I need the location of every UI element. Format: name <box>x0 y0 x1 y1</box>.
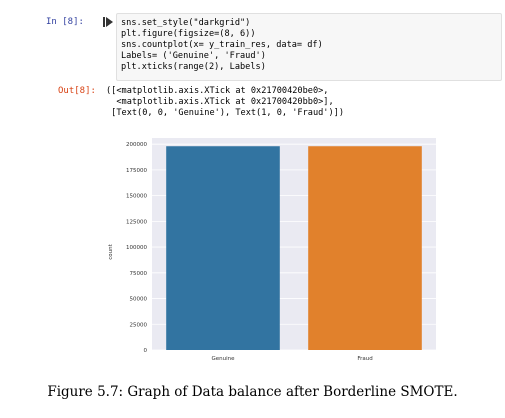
input-prompt: In [8]: <box>46 17 84 27</box>
code-line: sns.set_style("darkgrid") <box>121 18 251 28</box>
y-tick-label: 125000 <box>126 219 147 225</box>
code-editor[interactable]: sns.set_style("darkgrid") plt.figure(fig… <box>116 13 502 81</box>
code-line: Labels= ('Genuine', 'Fraud') <box>121 51 266 61</box>
code-text: sns.set_style("darkgrid") plt.figure(fig… <box>121 18 323 73</box>
countplot-chart: 0 25000 50000 75000 100000 125000 150000 175000… <box>108 138 436 362</box>
bar-fraud <box>308 146 422 350</box>
output-line: [Text(0, 0, 'Genuine'), Text(1, 0, 'Frau… <box>106 108 344 118</box>
input-cell[interactable]: In [8]: sns.set_style("darkgrid") plt.fi… <box>10 8 502 81</box>
figure-caption: Figure 5.7: Graph of Data balance after … <box>47 384 458 400</box>
y-tick-label: 25000 <box>130 322 148 328</box>
run-cell-icon[interactable] <box>103 16 113 28</box>
y-tick-label: 50000 <box>130 297 148 303</box>
output-prompt: Out[8]: <box>58 86 96 96</box>
code-line: plt.figure(figsize=(8, 6)) <box>121 29 256 39</box>
y-tick-label: 150000 <box>126 194 147 200</box>
y-tick-label: 100000 <box>126 245 147 251</box>
y-axis-label: count <box>108 243 114 259</box>
y-tick-label: 0 <box>144 348 148 354</box>
bar-genuine <box>166 146 280 350</box>
x-tick-label: Genuine <box>211 356 235 362</box>
y-tick-label: 200000 <box>126 142 147 148</box>
code-line: plt.xticks(range(2), Labels) <box>121 62 266 72</box>
output-line: <matplotlib.axis.XTick at 0x21700420bb0>… <box>106 97 334 107</box>
output-text: ([<matplotlib.axis.XTick at 0x21700420be… <box>106 86 344 119</box>
y-tick-label: 175000 <box>126 168 147 174</box>
code-line: sns.countplot(x= y_train_res, data= df) <box>121 40 323 50</box>
x-tick-label: Fraud <box>357 356 372 362</box>
output-line: ([<matplotlib.axis.XTick at 0x21700420be… <box>106 86 329 96</box>
y-tick-label: 75000 <box>130 271 148 277</box>
